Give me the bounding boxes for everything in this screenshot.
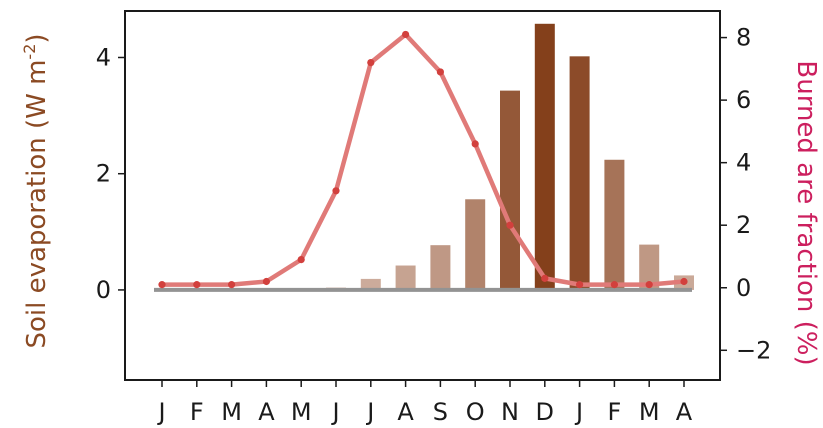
x-tick-label: A: [676, 398, 693, 426]
right-y-tick-label: 4: [736, 149, 751, 177]
burned-area-point: [610, 281, 619, 289]
x-tick-label: D: [536, 398, 554, 426]
soil-evaporation-bar: [500, 90, 520, 290]
right-y-tick-label: 6: [736, 86, 751, 114]
burned-area-point: [402, 30, 410, 39]
x-tick-label: J: [365, 398, 374, 426]
soil-evaporation-bar: [604, 159, 625, 290]
burned-area-point: [158, 281, 166, 289]
burned-area-line: [159, 32, 687, 287]
left-y-tick-label: 0: [96, 276, 111, 304]
x-tick-label: S: [433, 398, 448, 426]
x-tick-label: N: [501, 398, 519, 426]
burned-area-point: [680, 277, 688, 286]
right-axis-title: Burned are fraction (%): [791, 60, 821, 365]
burned-area-point: [193, 281, 201, 289]
burned-area-point: [332, 187, 340, 195]
x-tick-label: O: [466, 398, 485, 426]
x-tick-label: M: [291, 398, 312, 426]
plot-frame: [124, 10, 721, 381]
soil-evaporation-bar: [465, 199, 486, 290]
x-tick-label: A: [397, 398, 414, 426]
soil-evaporation-bar: [534, 23, 555, 290]
burned-area-point: [541, 274, 549, 282]
burned-area-point: [436, 68, 444, 76]
burned-area-point: [506, 221, 514, 229]
x-tick-label: A: [258, 398, 275, 426]
left-y-axis: 0 2 4: [96, 43, 125, 304]
burned-area-point: [297, 256, 305, 264]
soil-evaporation-bar: [639, 244, 660, 290]
x-tick-label: J: [574, 398, 583, 426]
x-tick-label: J: [156, 398, 165, 426]
left-axis-title: Soil evaporation (W m-2): [20, 33, 52, 348]
burned-area-point: [367, 58, 375, 67]
right-y-tick-label: 0: [736, 274, 751, 302]
left-axis-title-superscript: -2: [20, 44, 39, 60]
burned-area-point: [645, 281, 653, 289]
left-axis-title-close: ): [22, 33, 52, 43]
x-tick-label: J: [330, 398, 339, 426]
burned-area-point: [228, 281, 236, 289]
x-tick-label: M: [221, 398, 242, 426]
x-tick-label: F: [607, 398, 621, 426]
right-y-tick-label: −2: [736, 336, 771, 364]
right-y-tick-label: 8: [736, 24, 751, 52]
right-y-tick-label: 2: [736, 211, 751, 239]
left-y-tick-label: 2: [96, 160, 111, 188]
line-layer: [158, 30, 688, 289]
soil-evaporation-bar: [395, 265, 416, 290]
soil-evaporation-bar: [569, 56, 590, 290]
burned-area-point: [471, 140, 479, 148]
soil-evaporation-bar: [360, 278, 381, 290]
soil-evaporation-bar: [430, 245, 451, 290]
right-y-axis: −2 0 2 4 6 8: [720, 24, 771, 364]
x-tick-label: M: [639, 398, 660, 426]
burned-area-point: [262, 277, 270, 286]
x-tick-label: F: [190, 398, 204, 426]
burned-area-point: [576, 281, 584, 289]
bars-layer: [152, 23, 694, 290]
left-y-tick-label: 4: [96, 43, 111, 71]
left-axis-title-main: Soil evaporation (W m: [22, 60, 52, 349]
